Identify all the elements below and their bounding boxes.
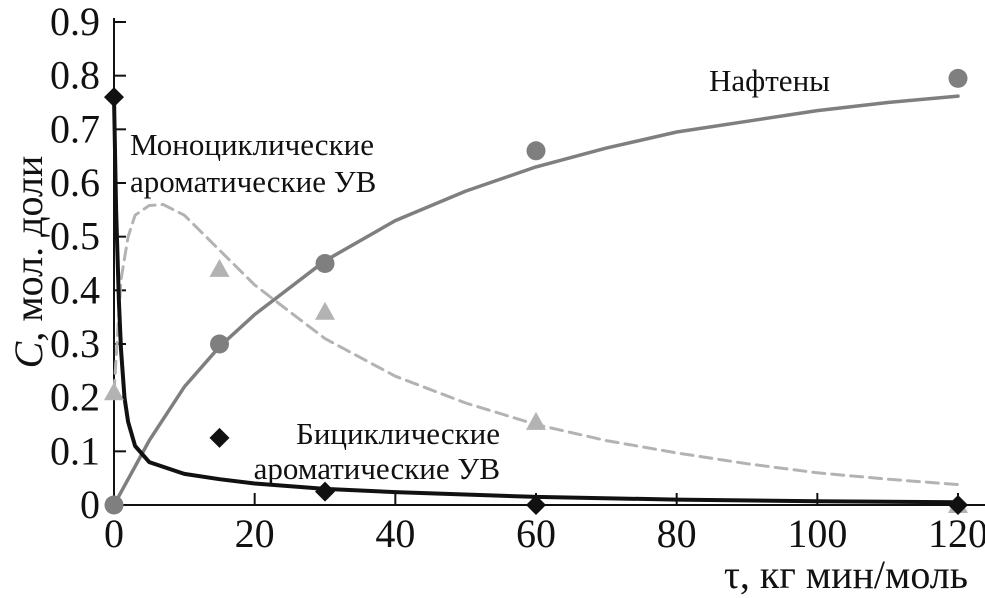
naphthenes-point bbox=[526, 141, 546, 161]
x-tick-label: 80 bbox=[657, 511, 697, 556]
bicyclic-point bbox=[104, 87, 124, 108]
x-axis-label: τ, кг мин/моль bbox=[724, 552, 968, 597]
y-axis-label: C, мол. доли bbox=[6, 156, 51, 369]
naphthenes-point bbox=[210, 334, 229, 354]
y-tick-label: 0.1 bbox=[50, 428, 100, 473]
monocyclic-point bbox=[209, 258, 230, 277]
naphthenes-point bbox=[315, 254, 335, 273]
fit-line-series-1 bbox=[112, 203, 960, 487]
chart-text: τ, кг мин/моль C, мол. доли Нафтены Моноцик… bbox=[6, 63, 968, 597]
x-tick-label: 20 bbox=[235, 511, 275, 556]
bicyclic-point bbox=[526, 495, 546, 515]
y-tick-label: 0.4 bbox=[50, 267, 100, 312]
y-tick-label: 0.2 bbox=[50, 375, 100, 420]
x-tick-label: 120 bbox=[928, 511, 985, 556]
y-tick-label: 0.9 bbox=[50, 0, 100, 44]
monocyclic-point bbox=[315, 301, 335, 320]
bicyclic-point bbox=[315, 481, 335, 502]
y-tick-label: 0.5 bbox=[50, 214, 100, 259]
series-label: Моноциклические bbox=[130, 127, 374, 162]
bicyclic-point bbox=[948, 495, 968, 515]
series-label: Бициклические bbox=[296, 416, 500, 451]
naphthenes-point bbox=[948, 68, 968, 88]
series-label: Нафтены bbox=[709, 63, 830, 98]
bicyclic-point bbox=[209, 427, 230, 448]
y-tick-label: 0.8 bbox=[50, 53, 100, 98]
x-tick-label: 60 bbox=[516, 511, 556, 556]
series-label: ароматические УВ bbox=[254, 451, 500, 486]
y-tick-label: 0 bbox=[80, 482, 100, 527]
monocyclic-point bbox=[104, 382, 124, 401]
fit-lines bbox=[112, 94, 960, 507]
data-points bbox=[104, 68, 968, 515]
y-tick-label: 0.3 bbox=[50, 321, 100, 366]
naphthenes-point bbox=[104, 495, 124, 515]
fit-line-series-2 bbox=[112, 95, 960, 505]
monocyclic-point bbox=[526, 411, 546, 430]
y-axis-label-symbol: C bbox=[6, 340, 51, 368]
x-tick-label: 40 bbox=[375, 511, 415, 556]
y-axis-label-text: , мол. доли bbox=[6, 156, 51, 342]
y-tick-label: 0.7 bbox=[50, 106, 100, 151]
axes: 00.10.20.30.40.50.60.70.80.90 20 40 60 80 100… bbox=[50, 0, 985, 556]
x-tick-label: 100 bbox=[787, 511, 847, 556]
series-label: ароматические УВ bbox=[130, 164, 376, 199]
y-tick-label: 0.6 bbox=[50, 160, 100, 205]
x-tick-label: 0 bbox=[104, 511, 124, 556]
fit-line-series-0 bbox=[112, 94, 960, 507]
